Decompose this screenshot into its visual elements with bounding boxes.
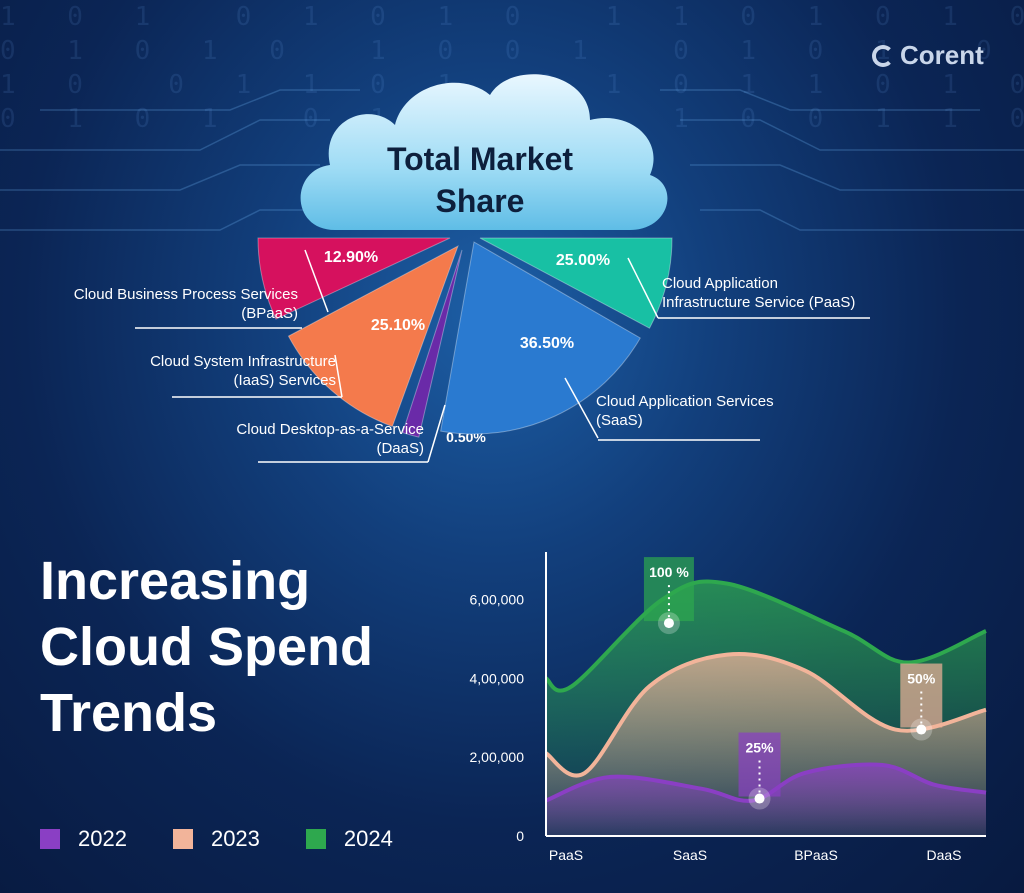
chart-legend: 2022 2023 2024 [40,826,393,852]
y-tick-label: 6,00,000 [470,591,525,607]
x-tick-label: DaaS [926,847,961,863]
cloud-spend-area-chart: 0 2,00,000 4,00,000 6,00,000 PaaS SaaS BPaaS Da… [470,552,987,863]
pie-title: Total Market Share [340,138,620,222]
pie-slice-value: 36.50% [520,335,574,352]
area-line-2023 [544,652,987,778]
pie-label-line: (SaaS) [596,412,643,429]
pie-title-line-2: Share [435,183,525,219]
pie-slice-value: 25.00% [556,252,610,269]
pie-label-line: Cloud Application Services [596,393,774,410]
x-tick-label: BPaaS [794,847,838,863]
pie-slice [402,249,463,438]
trend-title-line-1: Increasing [40,551,311,611]
annotation-dot [916,724,927,735]
y-tick-label: 0 [516,828,524,844]
trend-title-line-3: Trends [40,683,218,743]
y-tick-label: 4,00,000 [470,670,525,686]
annotation-label: 100 % [649,564,689,580]
pie-slice-value: 12.90% [324,249,378,266]
circuit-lines [0,89,1024,231]
logo-text: Corent [900,40,984,70]
pie-label-line: (DaaS) [376,440,424,457]
pie-label-daas: Cloud Desktop-as-a-Service (DaaS) [160,420,424,458]
y-tick-label: 2,00,000 [470,749,525,765]
trend-title: Increasing Cloud Spend Trends [40,548,373,746]
pie-label-saas: Cloud Application Services (SaaS) [596,392,856,430]
pie-label-line: Cloud Business Process Services [73,286,298,303]
brand-logo: Corent [872,40,984,71]
trend-title-line-2: Cloud Spend [40,617,373,677]
legend-item-2022: 2022 [40,826,127,852]
pie-leader-lines [135,249,870,463]
pie-label-bpaas: Cloud Business Process Services (BPaaS) [40,285,298,323]
x-tick-label: PaaS [549,847,583,863]
annotation-label: 25% [746,740,775,756]
legend-label: 2022 [78,826,127,851]
annotation-dot [754,793,765,804]
pie-slices: 12.90%25.10%0.50%36.50%25.00% [257,237,673,445]
cloud-shape [300,74,668,231]
pie-slice [479,237,673,329]
pie-label-line: Cloud Application [662,275,778,292]
pie-label-paas: Cloud Application Infrastructure Service… [662,274,922,312]
area-line-2024 [544,579,987,693]
legend-swatch [40,829,60,849]
x-tick-label: SaaS [673,847,707,863]
legend-label: 2024 [343,826,393,851]
legend-item-2024: 2024 [305,826,393,852]
pie-slice [440,241,641,435]
pie-slice [287,244,459,428]
corent-logo-icon [872,44,894,67]
legend-swatch [172,829,193,849]
pie-slice-value: 25.10% [371,317,425,334]
market-share-pie: 12.90%25.10%0.50%36.50%25.00% [0,74,1024,463]
pie-label-line: Cloud System Infrastructure [150,353,336,370]
pie-label-line: Infrastructure Service (PaaS) [662,294,856,311]
legend-swatch [305,829,326,849]
pie-label-line: (BPaaS) [241,305,298,322]
annotation-label: 50% [907,671,936,687]
annotation-dot [663,618,674,629]
pie-label-iaas: Cloud System Infrastructure (IaaS) Servi… [80,352,336,390]
pie-label-line: Cloud Desktop-as-a-Service [236,421,424,438]
pie-label-line: (IaaS) Services [233,372,336,389]
pie-title-line-1: Total Market [386,141,574,177]
legend-label: 2023 [210,826,260,851]
legend-item-2023: 2023 [172,826,260,852]
pie-slice [257,237,451,320]
